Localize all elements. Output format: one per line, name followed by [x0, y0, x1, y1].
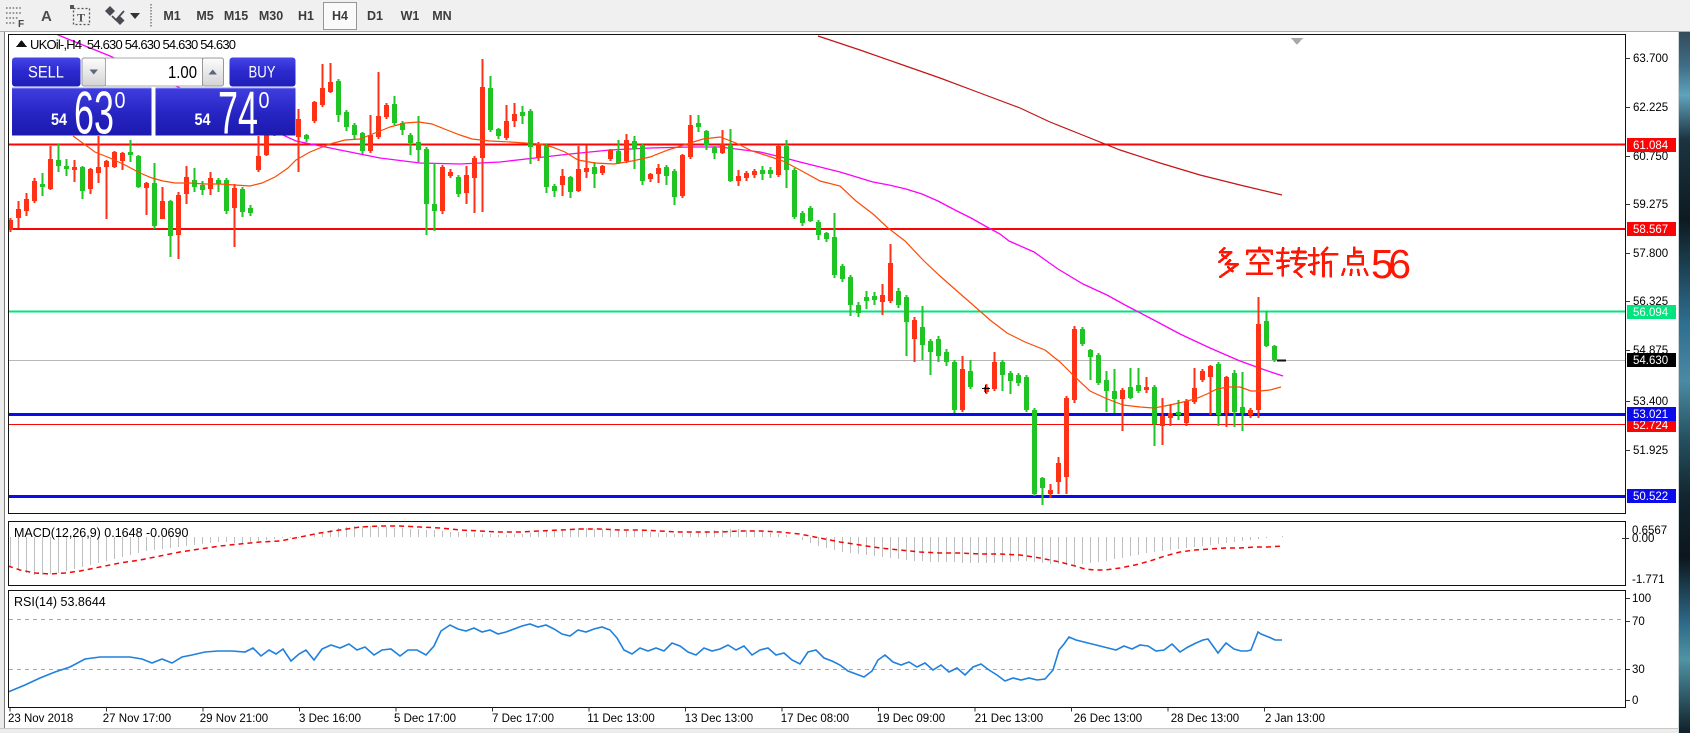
svg-text:0.6567: 0.6567 — [1632, 525, 1667, 537]
svg-text:D1: D1 — [367, 9, 383, 23]
svg-text:60.750: 60.750 — [1633, 151, 1668, 163]
svg-text:59.275: 59.275 — [1633, 199, 1668, 211]
svg-text:100: 100 — [1632, 593, 1651, 605]
svg-text:H1: H1 — [298, 9, 314, 23]
svg-text:RSI(14) 53.8644: RSI(14) 53.8644 — [14, 595, 106, 609]
svg-text:BUY: BUY — [249, 63, 276, 82]
svg-text:W1: W1 — [401, 9, 420, 23]
svg-text:13 Dec 13:00: 13 Dec 13:00 — [685, 713, 753, 725]
svg-text:56.094: 56.094 — [1633, 307, 1669, 319]
svg-text:0: 0 — [259, 87, 270, 113]
svg-text:UKOil-,H4 54.630 54.630 54.63: UKOil-,H4 54.630 54.630 54.630 54.630 — [30, 37, 236, 52]
svg-text:53.021: 53.021 — [1633, 409, 1668, 421]
svg-text:H4: H4 — [332, 9, 348, 23]
svg-text:A: A — [41, 8, 52, 25]
svg-text:21 Dec 13:00: 21 Dec 13:00 — [975, 713, 1043, 725]
svg-text:0.00: 0.00 — [1632, 533, 1654, 545]
svg-text:3 Dec 16:00: 3 Dec 16:00 — [299, 713, 361, 725]
svg-text:19 Dec 09:00: 19 Dec 09:00 — [877, 713, 945, 725]
svg-text:50.522: 50.522 — [1633, 491, 1668, 503]
svg-text:F: F — [18, 19, 24, 30]
svg-text:-1.771: -1.771 — [1632, 574, 1665, 586]
svg-text:70: 70 — [1632, 616, 1645, 628]
svg-text:27 Nov 17:00: 27 Nov 17:00 — [103, 713, 171, 725]
svg-text:T: T — [77, 11, 85, 25]
svg-text:M1: M1 — [163, 9, 180, 23]
svg-text:17 Dec 08:00: 17 Dec 08:00 — [781, 713, 849, 725]
svg-text:54: 54 — [195, 111, 212, 129]
svg-text:54.630: 54.630 — [1633, 355, 1668, 367]
svg-text:M15: M15 — [224, 9, 248, 23]
svg-text:M5: M5 — [196, 9, 213, 23]
svg-text:29 Nov 21:00: 29 Nov 21:00 — [200, 713, 268, 725]
svg-text:7 Dec 17:00: 7 Dec 17:00 — [492, 713, 554, 725]
svg-text:11 Dec 13:00: 11 Dec 13:00 — [587, 713, 655, 725]
svg-text:61.084: 61.084 — [1633, 140, 1669, 152]
svg-text:MACD(12,26,9) 0.1648 -0.0690: MACD(12,26,9) 0.1648 -0.0690 — [14, 526, 188, 540]
svg-text:53.400: 53.400 — [1633, 396, 1668, 408]
svg-text:30: 30 — [1632, 664, 1645, 676]
svg-text:54: 54 — [51, 111, 68, 129]
svg-text:74: 74 — [218, 80, 258, 147]
svg-text:57.800: 57.800 — [1633, 248, 1668, 260]
svg-text:5 Dec 17:00: 5 Dec 17:00 — [394, 713, 456, 725]
svg-text:2 Jan 13:00: 2 Jan 13:00 — [1265, 713, 1325, 725]
svg-text:23 Nov 2018: 23 Nov 2018 — [8, 713, 73, 725]
svg-text:0: 0 — [1632, 695, 1638, 707]
svg-text:63: 63 — [74, 80, 114, 147]
svg-text:51.925: 51.925 — [1633, 445, 1668, 457]
svg-text:0: 0 — [115, 87, 126, 113]
svg-text:26 Dec 13:00: 26 Dec 13:00 — [1074, 713, 1142, 725]
svg-text:52.724: 52.724 — [1633, 420, 1669, 432]
svg-text:62.225: 62.225 — [1633, 102, 1668, 114]
svg-text:SELL: SELL — [28, 63, 64, 82]
svg-text:1.00: 1.00 — [168, 62, 197, 82]
svg-text:M30: M30 — [259, 9, 283, 23]
svg-text:58.567: 58.567 — [1633, 224, 1668, 236]
svg-text:MN: MN — [432, 9, 451, 23]
svg-text:63.700: 63.700 — [1633, 53, 1668, 65]
svg-text:28 Dec 13:00: 28 Dec 13:00 — [1171, 713, 1239, 725]
svg-text:56: 56 — [1371, 241, 1411, 287]
